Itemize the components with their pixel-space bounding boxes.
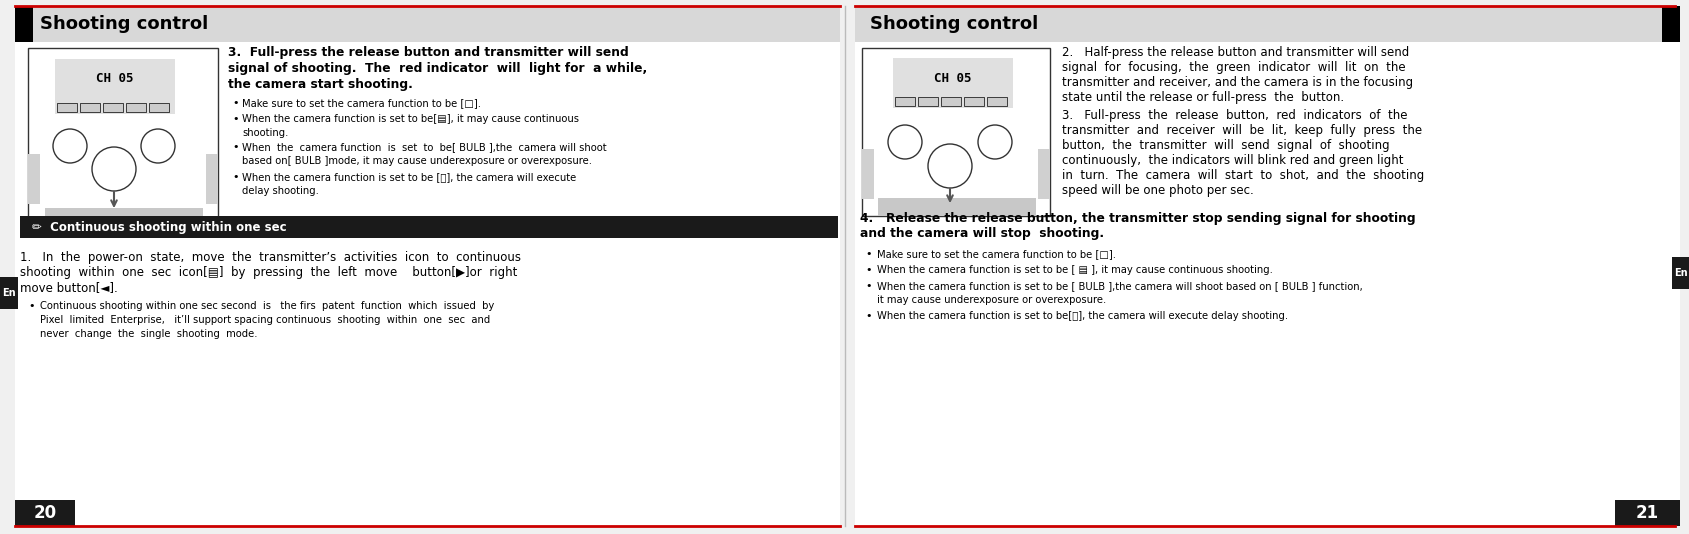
- Text: the camera start shooting.: the camera start shooting.: [228, 78, 412, 91]
- Text: 1.   In  the  power-on  state,  move  the  transmitter’s  activities  icon  to  : 1. In the power-on state, move the trans…: [20, 251, 520, 264]
- Text: speed will be one photo per sec.: speed will be one photo per sec.: [1061, 184, 1253, 197]
- Text: transmitter and receiver, and the camera is in the focusing: transmitter and receiver, and the camera…: [1061, 76, 1412, 89]
- Text: Make sure to set the camera function to be [□].: Make sure to set the camera function to …: [877, 249, 1115, 259]
- Text: state until the release or full-press  the  button.: state until the release or full-press th…: [1061, 91, 1343, 104]
- Bar: [46, 208, 203, 226]
- Text: Shooting control: Shooting control: [870, 15, 1037, 33]
- Bar: [1615, 500, 1679, 526]
- Text: When  the  camera function  is  set  to  be[ BULB ],the  camera will shoot: When the camera function is set to be[ B…: [242, 142, 606, 152]
- Bar: [103, 103, 123, 112]
- Bar: [15, 6, 839, 526]
- Text: •: •: [29, 301, 34, 311]
- Bar: [29, 48, 218, 226]
- Bar: [1660, 6, 1679, 42]
- Text: button,  the  transmitter  will  send  signal  of  shooting: button, the transmitter will send signal…: [1061, 139, 1388, 152]
- Text: •: •: [865, 311, 872, 321]
- Text: Continuous shooting within one sec second  is   the firs  patent  function  whic: Continuous shooting within one sec secon…: [41, 301, 493, 311]
- Bar: [963, 97, 983, 106]
- Bar: [878, 198, 1035, 216]
- Text: 2.   Half-press the release button and transmitter will send: 2. Half-press the release button and tra…: [1061, 46, 1409, 59]
- Bar: [861, 48, 1049, 216]
- Bar: [29, 154, 41, 204]
- Text: When the camera function is set to be [ BULB ],the camera will shoot based on [ : When the camera function is set to be [ …: [877, 281, 1361, 291]
- Text: Pixel  limited  Enterprise,   it’ll support spacing continuous  shooting  within: Pixel limited Enterprise, it’ll support …: [41, 315, 490, 325]
- Text: and the camera will stop  shooting.: and the camera will stop shooting.: [860, 227, 1103, 240]
- Text: •: •: [231, 114, 238, 124]
- Text: En: En: [2, 288, 15, 298]
- Text: 20: 20: [34, 504, 56, 522]
- Bar: [57, 103, 78, 112]
- Text: based on[ BULB ]mode, it may cause underexposure or overexposure.: based on[ BULB ]mode, it may cause under…: [242, 156, 591, 166]
- Bar: [986, 97, 1007, 106]
- Text: When the camera function is set to be [⌛], the camera will execute: When the camera function is set to be [⌛…: [242, 172, 576, 182]
- Bar: [15, 6, 34, 42]
- Bar: [149, 103, 169, 112]
- Bar: [20, 216, 838, 238]
- Text: CH 05: CH 05: [96, 73, 133, 85]
- Bar: [1037, 149, 1049, 199]
- Text: move button[◄].: move button[◄].: [20, 281, 118, 294]
- Bar: [855, 6, 1679, 42]
- Text: in  turn.  The  camera  will  start  to  shot,  and  the  shooting: in turn. The camera will start to shot, …: [1061, 169, 1424, 182]
- Bar: [127, 103, 145, 112]
- Text: •: •: [865, 281, 872, 291]
- Bar: [917, 97, 937, 106]
- Bar: [56, 59, 176, 114]
- Bar: [861, 149, 873, 199]
- Text: signal  for  focusing,  the  green  indicator  will  lit  on  the: signal for focusing, the green indicator…: [1061, 61, 1405, 74]
- Text: it may cause underexposure or overexposure.: it may cause underexposure or overexposu…: [877, 295, 1106, 305]
- Text: 3.  Full-press the release button and transmitter will send: 3. Full-press the release button and tra…: [228, 46, 628, 59]
- Text: When the camera function is set to be[⌛], the camera will execute delay shooting: When the camera function is set to be[⌛]…: [877, 311, 1287, 321]
- Text: •: •: [231, 172, 238, 182]
- Text: 3.   Full-press  the  release  button,  red  indicators  of  the: 3. Full-press the release button, red in…: [1061, 109, 1407, 122]
- Text: Make sure to set the camera function to be [□].: Make sure to set the camera function to …: [242, 98, 481, 108]
- Bar: [855, 6, 1679, 526]
- Text: •: •: [865, 265, 872, 275]
- Text: CH 05: CH 05: [934, 73, 971, 85]
- Text: When the camera function is set to be [ ▤ ], it may cause continuous shooting.: When the camera function is set to be [ …: [877, 265, 1272, 275]
- Bar: [206, 154, 218, 204]
- Text: •: •: [231, 142, 238, 152]
- Text: shooting.: shooting.: [242, 128, 289, 138]
- Text: delay shooting.: delay shooting.: [242, 186, 319, 196]
- Bar: [895, 97, 914, 106]
- Text: signal of shooting.  The  red indicator  will  light for  a while,: signal of shooting. The red indicator wi…: [228, 62, 647, 75]
- Text: never  change  the  single  shooting  mode.: never change the single shooting mode.: [41, 329, 257, 339]
- Bar: [15, 6, 839, 42]
- Bar: [1670, 257, 1689, 289]
- Bar: [79, 103, 100, 112]
- Text: 21: 21: [1635, 504, 1657, 522]
- Bar: [0, 277, 19, 309]
- Bar: [15, 500, 74, 526]
- Bar: [941, 97, 961, 106]
- Text: Shooting control: Shooting control: [41, 15, 208, 33]
- Text: •: •: [865, 249, 872, 259]
- Text: continuously,  the indicators will blink red and green light: continuously, the indicators will blink …: [1061, 154, 1402, 167]
- Text: When the camera function is set to be[▤], it may cause continuous: When the camera function is set to be[▤]…: [242, 114, 579, 124]
- Text: ✏  Continuous shooting within one sec: ✏ Continuous shooting within one sec: [32, 221, 287, 233]
- Bar: [892, 58, 1012, 108]
- Text: •: •: [231, 98, 238, 108]
- Text: En: En: [1674, 268, 1687, 278]
- Text: shooting  within  one  sec  icon[▤]  by  pressing  the  left  move    button[▶]o: shooting within one sec icon[▤] by press…: [20, 266, 517, 279]
- Text: transmitter  and  receiver  will  be  lit,  keep  fully  press  the: transmitter and receiver will be lit, ke…: [1061, 124, 1420, 137]
- Text: 4.   Release the release button, the transmitter stop sending signal for shootin: 4. Release the release button, the trans…: [860, 212, 1415, 225]
